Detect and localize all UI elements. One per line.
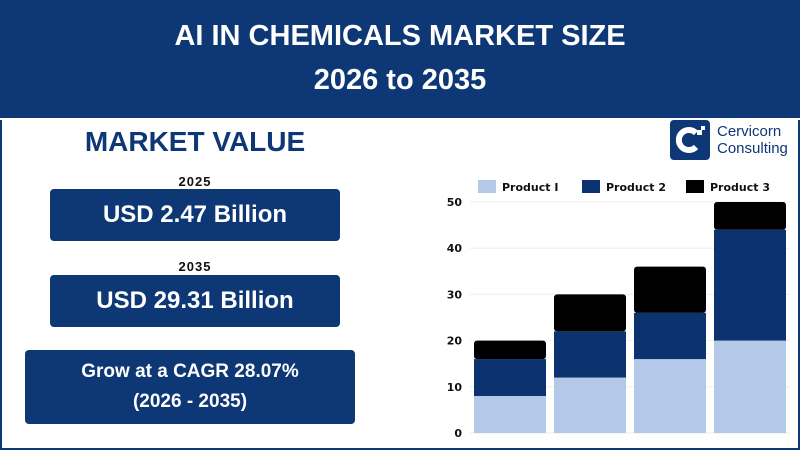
- bar-segment: [474, 359, 546, 397]
- y-tick-label: 40: [447, 242, 463, 255]
- legend-label: Product I: [502, 181, 558, 194]
- cagr-period: (2026 - 2035): [132, 391, 248, 412]
- bar-segment: [474, 340, 546, 360]
- title-line-1: AI IN CHEMICALS MARKET SIZE: [174, 20, 626, 52]
- bar-segment: [634, 359, 706, 433]
- bar-segment: [714, 340, 786, 433]
- bar-segment: [474, 396, 546, 433]
- bar-segment: [554, 377, 626, 433]
- legend-swatch: [582, 180, 600, 193]
- logo-text-2: Consulting: [717, 140, 788, 157]
- y-tick-label: 0: [454, 427, 462, 440]
- legend-label: Product 2: [606, 181, 666, 194]
- bar-segment: [554, 294, 626, 332]
- bar-segment: [634, 266, 706, 313]
- y-tick-label: 50: [447, 196, 463, 209]
- value-box: USD 2.47 Billion: [50, 189, 340, 241]
- legend-swatch: [478, 180, 496, 193]
- divider: [0, 118, 800, 120]
- year-label: 2025: [178, 174, 212, 189]
- logo-icon: [670, 120, 710, 160]
- title-line-2: 2026 to 2035: [313, 64, 487, 96]
- logo: Cervicorn Consulting: [670, 118, 800, 162]
- legend-swatch: [686, 180, 704, 193]
- logo-text-1: Cervicorn: [717, 123, 782, 140]
- value-box: USD 29.31 Billion: [50, 275, 340, 327]
- bar-segment: [714, 202, 786, 230]
- bar-segment: [554, 331, 626, 378]
- bar-segment: [714, 229, 786, 341]
- market-value-title: MARKET VALUE: [84, 126, 306, 157]
- cagr-text: Grow at a CAGR 28.07%: [81, 361, 299, 382]
- y-tick-label: 10: [447, 381, 463, 394]
- year-label: 2035: [178, 259, 212, 274]
- legend-label: Product 3: [710, 181, 770, 194]
- cagr-box: Grow at a CAGR 28.07% (2026 - 2035): [25, 350, 355, 424]
- y-tick-label: 20: [447, 335, 463, 348]
- y-tick-label: 30: [447, 288, 463, 301]
- bar-segment: [634, 312, 706, 360]
- header: AI IN CHEMICALS MARKET SIZE 2026 to 2035: [0, 0, 800, 118]
